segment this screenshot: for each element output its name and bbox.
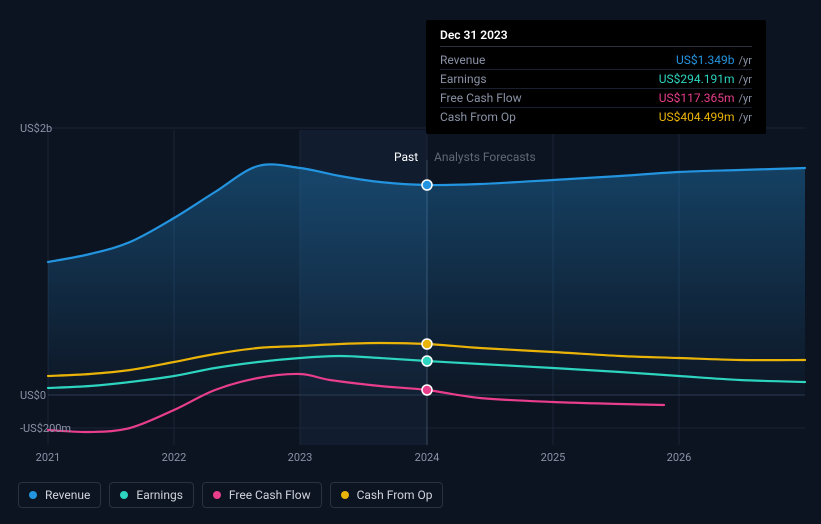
x-axis-label: 2026 [667, 451, 692, 464]
x-axis-label: 2023 [288, 451, 313, 464]
legend-dot-icon [213, 491, 221, 499]
legend-label: Cash From Op [357, 488, 433, 502]
tooltip-row-value: US$294.191m/yr [659, 72, 752, 86]
x-axis-label: 2025 [541, 451, 566, 464]
tooltip-row: Free Cash Flow US$117.365m/yr [440, 89, 752, 108]
divider-label-past: Past [394, 150, 418, 164]
tooltip-row-label: Cash From Op [440, 110, 516, 124]
tooltip-row-value: US$404.499m/yr [659, 110, 752, 124]
tooltip-row: Earnings US$294.191m/yr [440, 70, 752, 89]
tooltip-row-label: Revenue [440, 53, 485, 67]
legend-item[interactable]: Revenue [18, 482, 101, 508]
legend-label: Earnings [136, 488, 183, 502]
legend-label: Revenue [45, 488, 90, 502]
legend-dot-icon [341, 491, 349, 499]
y-axis-label: -US$200m [20, 422, 71, 435]
legend-item[interactable]: Free Cash Flow [202, 482, 322, 508]
tooltip-row: Revenue US$1.349b/yr [440, 51, 752, 70]
legend-item[interactable]: Earnings [109, 482, 194, 508]
legend-dot-icon [29, 491, 37, 499]
tooltip-date: Dec 31 2023 [440, 28, 752, 47]
legend-label: Free Cash Flow [229, 488, 311, 502]
divider-label-forecast: Analysts Forecasts [434, 150, 536, 164]
legend-item[interactable]: Cash From Op [330, 482, 444, 508]
y-axis-label: US$0 [20, 389, 46, 402]
tooltip-row-label: Free Cash Flow [440, 91, 522, 105]
x-axis-label: 2022 [162, 451, 187, 464]
y-axis-label: US$2b [20, 122, 52, 135]
tooltip-row: Cash From Op US$404.499m/yr [440, 108, 752, 126]
chart-container: Dec 31 2023 Revenue US$1.349b/yr Earnings U… [0, 0, 821, 524]
x-axis-label: 2021 [36, 451, 61, 464]
legend: Revenue Earnings Free Cash Flow Cash From O… [18, 482, 443, 508]
tooltip-row-label: Earnings [440, 72, 487, 86]
tooltip: Dec 31 2023 Revenue US$1.349b/yr Earnings U… [426, 20, 766, 134]
tooltip-row-value: US$1.349b/yr [676, 53, 752, 67]
x-axis-label: 2024 [415, 451, 440, 464]
legend-dot-icon [120, 491, 128, 499]
tooltip-row-value: US$117.365m/yr [659, 91, 752, 105]
